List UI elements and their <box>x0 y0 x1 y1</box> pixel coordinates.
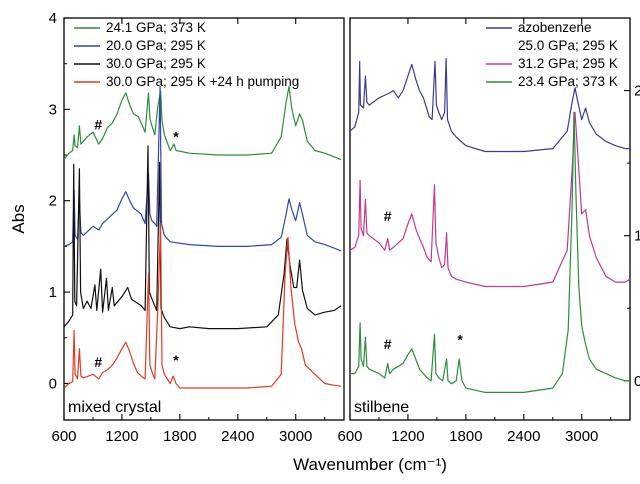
series-line-1 <box>350 58 630 153</box>
peak-marker: * <box>457 332 463 348</box>
legend-label: 25.0 GPa; 295 K <box>518 38 618 53</box>
peak-marker: # <box>384 208 392 224</box>
legend-label: 30.0 GPa; 295 K +24 h pumping <box>106 74 299 89</box>
legend-label: 31.2 GPa; 295 K <box>518 56 618 71</box>
x-tick-label: 1200 <box>105 428 138 445</box>
panel-label: mixed crystal <box>68 399 161 416</box>
y-tick-label: 1 <box>634 228 640 245</box>
series-line-2 <box>350 111 630 288</box>
y-tick-label: 4 <box>49 10 57 27</box>
legend-label: 30.0 GPa; 295 K <box>106 56 206 71</box>
y-tick-label: 1 <box>49 284 57 301</box>
peak-marker: # <box>384 336 392 352</box>
x-tick-label: 3000 <box>565 428 598 445</box>
x-tick-label: 2400 <box>507 428 540 445</box>
series-line-2 <box>64 85 342 252</box>
x-tick-label: 1200 <box>391 428 424 445</box>
y-tick-label: 2 <box>49 193 57 210</box>
plot-frame <box>349 17 631 421</box>
y-tick-label: 3 <box>49 101 57 118</box>
x-axis-title: Wavenumber (cm⁻¹) <box>293 455 447 474</box>
series-line-3 <box>350 111 630 393</box>
y-axis-title: Abs <box>9 204 28 233</box>
series-line-4 <box>64 223 342 389</box>
peak-marker: # <box>94 116 102 132</box>
x-tick-label: 600 <box>337 428 362 445</box>
legend-label: 23.4 GPa; 373 K <box>518 74 618 89</box>
x-tick-label: 600 <box>51 428 76 445</box>
x-tick-label: 3000 <box>279 428 312 445</box>
plot-frame <box>63 17 345 421</box>
peak-marker: # <box>94 354 102 370</box>
legend-label: 24.1 GPa; 373 K <box>106 20 206 35</box>
panel-2: 600 1200 1800 2400 3000 0 1 2 azobenzene 25.0 GPa… <box>337 17 640 445</box>
panel-label: stilbene <box>354 399 409 416</box>
legend-header: azobenzene <box>518 20 592 35</box>
x-tick-label: 2400 <box>221 428 254 445</box>
peak-marker: * <box>173 352 179 368</box>
panel-1: 600 1200 1800 2400 3000 0 1 2 3 4 Abs 24.1 GPa; 373… <box>9 10 345 445</box>
legend-label: 20.0 GPa; 295 K <box>106 38 206 53</box>
y-tick-label: 0 <box>49 375 57 392</box>
peak-marker: * <box>173 128 179 144</box>
y-tick-label: 2 <box>634 83 640 100</box>
x-tick-label: 1800 <box>449 428 482 445</box>
y-tick-label: 0 <box>634 373 640 390</box>
series-line-3 <box>64 145 342 330</box>
x-tick-label: 1800 <box>163 428 196 445</box>
series-line-1 <box>64 85 342 161</box>
